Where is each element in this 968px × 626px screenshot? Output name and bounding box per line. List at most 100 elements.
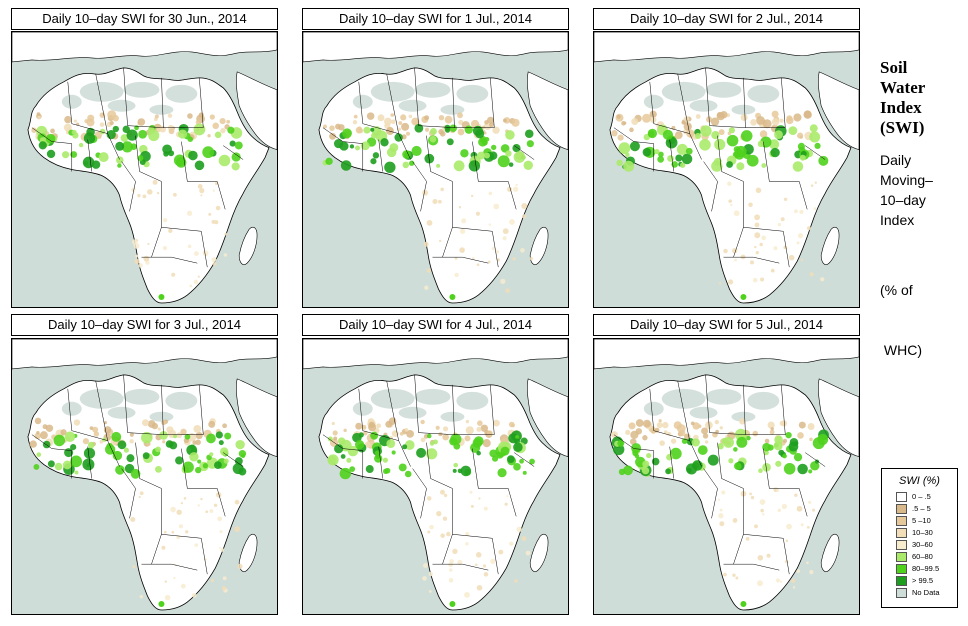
country-border (322, 434, 343, 449)
country-border (798, 488, 808, 517)
sahel-moisture (154, 114, 159, 119)
south-moisture (448, 562, 454, 568)
country-border (414, 374, 419, 433)
country-border (633, 141, 654, 144)
sahel-moisture (803, 110, 812, 118)
sidebar-description: Daily Moving– 10–day Index (880, 150, 960, 230)
south-moisture (454, 272, 459, 278)
country-border (653, 430, 690, 441)
country-border (653, 123, 690, 134)
sahel-moisture (730, 434, 736, 439)
south-moisture (783, 197, 788, 201)
sahel-moisture (89, 426, 94, 430)
sahel-moisture (411, 117, 420, 126)
sahel-moisture (399, 431, 404, 436)
wet-zone (616, 159, 623, 167)
sahel-moisture (659, 440, 665, 446)
wet-zone (808, 469, 813, 474)
south-moisture (800, 258, 804, 262)
south-moisture (469, 490, 473, 494)
wet-zone (374, 454, 383, 463)
swi-map-1 (11, 31, 278, 308)
country-border (805, 452, 826, 467)
country-border (135, 442, 140, 479)
sahel-moisture (457, 112, 463, 119)
south-moisture (785, 539, 789, 543)
sahel-moisture (444, 115, 453, 124)
country-border (783, 231, 790, 268)
south-moisture (202, 250, 209, 257)
wet-zone (799, 154, 806, 161)
swi-legend: SWI (%) 0 – .5 .5 – 5 5 –10 10–30 30–60 60–80… (881, 468, 958, 608)
country-border (418, 432, 455, 435)
country-border (123, 67, 128, 126)
sahel-moisture (400, 114, 407, 121)
sahel-moisture (209, 114, 215, 120)
wet-zone (218, 440, 224, 446)
no-data-patch (440, 411, 465, 422)
wet-zone (325, 157, 333, 166)
country-border (689, 133, 702, 160)
country-border (705, 374, 710, 433)
madagascar-landmass (238, 534, 258, 572)
legend-swatch (896, 564, 907, 574)
country-border (161, 77, 164, 128)
country-border (430, 171, 453, 182)
south-moisture (813, 207, 817, 211)
wet-zone (53, 434, 66, 447)
sahel-moisture (716, 112, 725, 121)
country-border (161, 534, 202, 539)
wet-zone (214, 461, 222, 470)
wet-zone (382, 457, 388, 463)
sahel-moisture (420, 437, 426, 443)
wet-zone (360, 141, 370, 151)
country-border (613, 434, 634, 449)
country-border (709, 125, 746, 128)
wet-zone (182, 461, 194, 473)
wet-zone (70, 151, 78, 158)
wet-zone (54, 462, 63, 471)
wet-zone (623, 160, 635, 172)
wet-zone (733, 447, 738, 452)
south-moisture (209, 509, 214, 513)
wet-zone (117, 440, 127, 450)
sahel-moisture (87, 114, 95, 122)
sahel-moisture (420, 419, 425, 425)
no-data-patch (149, 104, 174, 115)
legend-label: 30–60 (912, 540, 933, 549)
wet-zone (500, 446, 510, 456)
south-moisture (213, 503, 218, 507)
sahel-moisture (465, 426, 474, 435)
sahel-moisture (137, 118, 146, 126)
no-data-patch (643, 94, 664, 109)
cape-wet-zone (158, 601, 165, 608)
legend-label: > 99.5 (912, 576, 934, 585)
south-moisture (500, 278, 506, 284)
sahel-moisture (464, 435, 471, 442)
south-moisture (794, 209, 798, 214)
wet-zone (342, 128, 352, 139)
wet-zone (229, 140, 236, 147)
south-moisture (488, 191, 493, 196)
south-moisture (788, 254, 795, 261)
south-moisture (514, 579, 518, 583)
sahel-moisture (690, 421, 695, 426)
country-border (31, 127, 52, 142)
sahel-moisture (457, 128, 465, 136)
sahel-moisture (424, 115, 430, 121)
sahel-moisture (31, 127, 37, 133)
wet-zone (814, 459, 820, 464)
south-moisture (138, 263, 143, 268)
wet-zone (513, 151, 526, 163)
wet-zone (519, 458, 524, 464)
south-moisture (237, 563, 243, 569)
wet-zone (82, 458, 95, 471)
south-moisture (221, 585, 227, 591)
south-moisture (728, 199, 732, 203)
swi-map-2 (302, 31, 569, 308)
south-moisture (458, 206, 462, 209)
south-moisture (132, 565, 136, 569)
wet-zone (414, 123, 424, 133)
wet-zone (694, 132, 702, 140)
wet-zone (453, 462, 459, 468)
